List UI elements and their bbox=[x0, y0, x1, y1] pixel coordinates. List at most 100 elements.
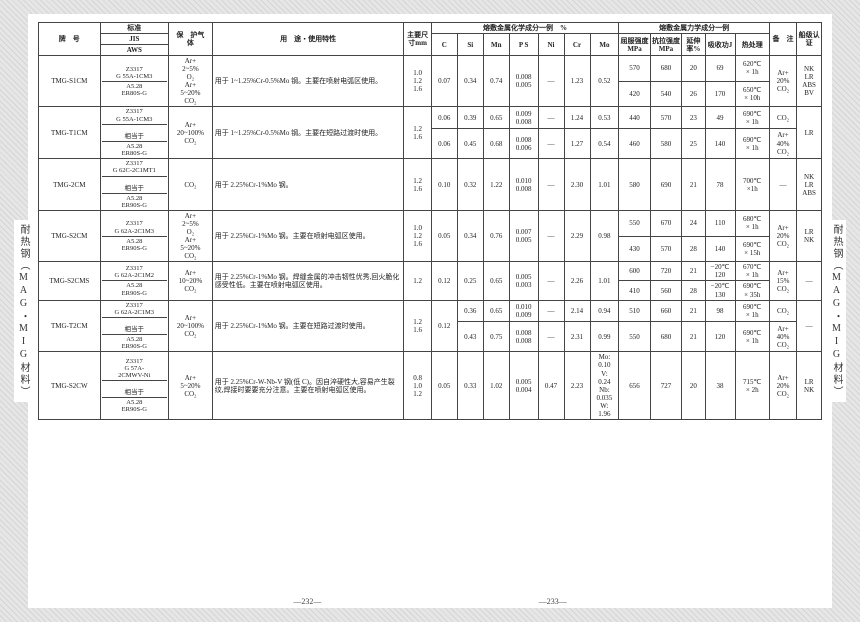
chem-cell: 2.14 bbox=[564, 300, 590, 321]
chem-cell: 0.05 bbox=[431, 211, 457, 262]
chem-cell: 2.31 bbox=[564, 321, 590, 351]
chem-cell: 1.02 bbox=[483, 352, 509, 419]
std-cell: Z3317G 62A-2C1M3相当于A5.28ER90S-G bbox=[100, 300, 168, 352]
mech-cell: 660 bbox=[650, 300, 681, 321]
mech-cell: 560 bbox=[650, 281, 681, 300]
chem-cell: 0.0090.008 bbox=[509, 107, 538, 128]
gas-cell: Ar+20~100%CO₂ bbox=[169, 107, 213, 159]
mech-cell: 410 bbox=[619, 281, 650, 300]
chem-cell: 0.74 bbox=[483, 56, 509, 107]
cert-cell: LR bbox=[797, 107, 822, 159]
std-cell: Z3317G 57A-2CMWV-Ni相当于A5.28ER90S-G bbox=[100, 352, 168, 419]
chem-cell: 0.36 bbox=[457, 300, 483, 321]
th-aws: AWS bbox=[100, 45, 168, 56]
size-cell: 1.01.21.6 bbox=[404, 211, 431, 262]
mech-cell: 140 bbox=[705, 236, 735, 262]
use-cell: 用于 2.25%Cr-1%Mo 钢。主要在喷射电弧区使用。 bbox=[212, 211, 404, 262]
cert-cell: NKLRABS bbox=[797, 159, 822, 211]
brand-cell: TMG-S1CM bbox=[39, 56, 101, 107]
mech-cell: 680 bbox=[650, 56, 681, 82]
th-ts: 抗拉强度MPa bbox=[650, 34, 681, 56]
table-row: TMG-S2CMZ3317G 62A-2C1M3A5.28ER90S-GAr+2… bbox=[39, 211, 822, 237]
th-brand: 牌 号 bbox=[39, 23, 101, 56]
size-cell: 1.21.6 bbox=[404, 300, 431, 352]
th-ni: Ni bbox=[538, 34, 564, 56]
mech-cell: 28 bbox=[682, 236, 705, 262]
mech-cell: 680 bbox=[650, 321, 681, 351]
brand-cell: TMG-2CM bbox=[39, 159, 101, 211]
chem-cell: 1.23 bbox=[564, 56, 590, 107]
chem-cell: 0.39 bbox=[457, 107, 483, 128]
mech-cell: −20℃130 bbox=[705, 281, 735, 300]
chem-cell: 0.94 bbox=[590, 300, 619, 321]
note-cell: Ar+40%CO₂ bbox=[769, 321, 796, 351]
cert-cell: NKLRABSBV bbox=[797, 56, 822, 107]
page-number-left: —232— bbox=[293, 597, 321, 606]
chem-cell: 0.0080.008 bbox=[509, 321, 538, 351]
mech-cell: 510 bbox=[619, 300, 650, 321]
th-std: 标准 bbox=[100, 23, 168, 34]
chem-cell: — bbox=[538, 128, 564, 158]
mech-cell: 23 bbox=[682, 107, 705, 128]
mech-cell: 690 bbox=[650, 159, 681, 211]
mech-cell: 670 bbox=[650, 211, 681, 237]
table-row: TMG-T1CMZ3317G 55A-1CM3相当于A5.28ER80S-GAr… bbox=[39, 107, 822, 128]
gas-cell: Ar+10~20%CO₂ bbox=[169, 262, 213, 300]
chem-cell: 0.76 bbox=[483, 211, 509, 262]
size-cell: 1.2 bbox=[404, 262, 431, 300]
chem-cell: 0.43 bbox=[457, 321, 483, 351]
th-mech: 熔敷金属力学成分一例 bbox=[619, 23, 770, 34]
brand-cell: TMG-S2CM bbox=[39, 211, 101, 262]
th-si: Si bbox=[457, 34, 483, 56]
th-ps: P S bbox=[509, 34, 538, 56]
chem-cell: 0.05 bbox=[431, 352, 457, 419]
gas-cell: Ar+2~5%O₂Ar+5~20%CO₂ bbox=[169, 211, 213, 262]
th-cert: 船级认证 bbox=[797, 23, 822, 56]
chem-cell: 0.65 bbox=[483, 300, 509, 321]
chem-cell: 0.52 bbox=[590, 56, 619, 107]
mech-cell: 690℃× 1h bbox=[735, 321, 769, 351]
mech-cell: 98 bbox=[705, 300, 735, 321]
mech-cell: 420 bbox=[619, 81, 650, 107]
page-inner: 耐热钢（MAG・MIG材料） 耐热钢（MAG・MIG材料） 牌 号 标准 保 护… bbox=[28, 14, 832, 608]
chem-cell: — bbox=[538, 159, 564, 211]
th-cvn: 吸收功J bbox=[705, 34, 735, 56]
use-cell: 用于 2.25%Cr-1%Mo 钢。主要在短路过渡时使用。 bbox=[212, 300, 404, 352]
th-mn: Mn bbox=[483, 34, 509, 56]
chem-cell: — bbox=[538, 300, 564, 321]
chem-cell: — bbox=[538, 56, 564, 107]
gas-cell: Ar+2~5%O₂Ar+5~20%CO₂ bbox=[169, 56, 213, 107]
table-row: TMG-T2CMZ3317G 62A-2C1M3相当于A5.28ER90S-GA… bbox=[39, 300, 822, 321]
chem-cell: 0.0100.008 bbox=[509, 159, 538, 211]
mech-cell: 460 bbox=[619, 128, 650, 158]
size-cell: 1.01.21.6 bbox=[404, 56, 431, 107]
chem-cell: 2.29 bbox=[564, 211, 590, 262]
use-cell: 用于 2.25%Cr-1%Mo 钢。焊缝金属的冲击韧性优秀,回火脆化感受性低。主… bbox=[212, 262, 404, 300]
mech-cell: 580 bbox=[650, 128, 681, 158]
chem-cell: 0.65 bbox=[483, 107, 509, 128]
chem-cell: 0.25 bbox=[457, 262, 483, 300]
mech-cell: 21 bbox=[682, 321, 705, 351]
mech-cell: 550 bbox=[619, 211, 650, 237]
th-ys: 屈服强度MPa bbox=[619, 34, 650, 56]
table-row: TMG-2CMZ3317G 62C-2C1MT1相当于A5.28ER90S-GC… bbox=[39, 159, 822, 211]
chem-cell: 0.10 bbox=[431, 159, 457, 211]
chem-cell: Mo:0.10V:0.24Nb:0.035W:1.96 bbox=[590, 352, 619, 419]
chem-cell: 0.0050.003 bbox=[509, 262, 538, 300]
chem-cell: 1.22 bbox=[483, 159, 509, 211]
use-cell: 用于 1~1.25%Cr-0.5%Mo 钢。主要在短路过渡时使用。 bbox=[212, 107, 404, 159]
note-cell: Ar+20%CO₂ bbox=[769, 352, 796, 419]
use-cell: 用于 2.25%Cr-1%Mo 钢。 bbox=[212, 159, 404, 211]
note-cell: CO₂ bbox=[769, 107, 796, 128]
th-note: 备 注 bbox=[769, 23, 796, 56]
mech-cell: 715℃× 2h bbox=[735, 352, 769, 419]
chem-cell: 0.32 bbox=[457, 159, 483, 211]
chem-cell: 0.53 bbox=[590, 107, 619, 128]
mech-cell: 78 bbox=[705, 159, 735, 211]
note-cell: Ar+20%CO₂ bbox=[769, 56, 796, 107]
note-cell: Ar+20%CO₂ bbox=[769, 211, 796, 262]
chem-cell: 0.34 bbox=[457, 56, 483, 107]
chem-cell: 0.47 bbox=[538, 352, 564, 419]
mech-cell: 550 bbox=[619, 321, 650, 351]
material-table: 牌 号 标准 保 护气 体 用 途・使用特性 主要尺寸mm 熔敷金属化学成分一例… bbox=[38, 22, 822, 420]
